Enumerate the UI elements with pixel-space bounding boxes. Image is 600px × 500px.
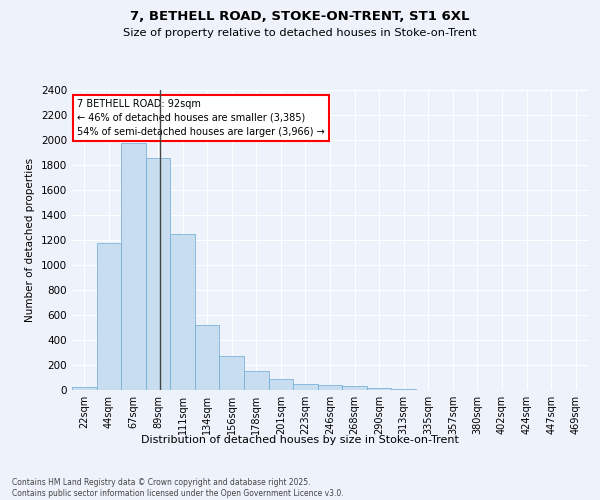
Bar: [244, 370, 269, 390]
Bar: [269, 380, 293, 390]
Bar: [293, 384, 318, 390]
Text: Distribution of detached houses by size in Stoke-on-Trent: Distribution of detached houses by size …: [141, 435, 459, 445]
Bar: [195, 325, 220, 390]
Bar: [367, 388, 391, 390]
Bar: [146, 158, 170, 390]
Bar: [121, 143, 146, 390]
Text: Contains HM Land Registry data © Crown copyright and database right 2025.
Contai: Contains HM Land Registry data © Crown c…: [12, 478, 344, 498]
Bar: [170, 234, 195, 390]
Bar: [391, 389, 416, 390]
Text: Size of property relative to detached houses in Stoke-on-Trent: Size of property relative to detached ho…: [123, 28, 477, 38]
Text: 7, BETHELL ROAD, STOKE-ON-TRENT, ST1 6XL: 7, BETHELL ROAD, STOKE-ON-TRENT, ST1 6XL: [130, 10, 470, 23]
Bar: [72, 387, 97, 390]
Bar: [318, 385, 342, 390]
Bar: [220, 356, 244, 390]
Bar: [97, 243, 121, 390]
Y-axis label: Number of detached properties: Number of detached properties: [25, 158, 35, 322]
Text: 7 BETHELL ROAD: 92sqm
← 46% of detached houses are smaller (3,385)
54% of semi-d: 7 BETHELL ROAD: 92sqm ← 46% of detached …: [77, 99, 325, 137]
Bar: [342, 386, 367, 390]
